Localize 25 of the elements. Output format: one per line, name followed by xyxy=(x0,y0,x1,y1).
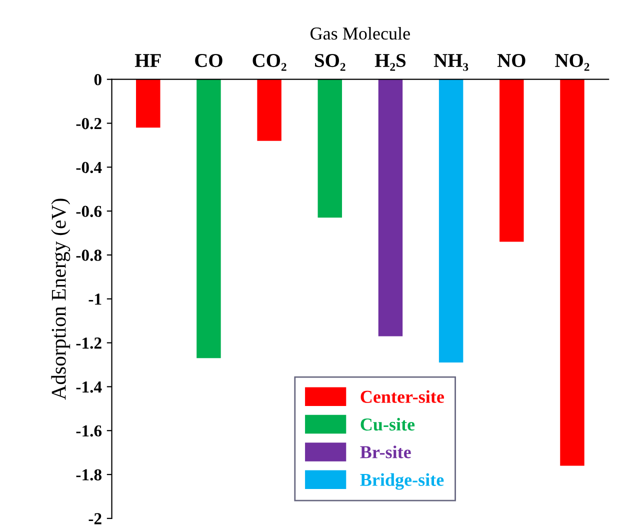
y-tick-label: -0.6 xyxy=(76,206,102,218)
x-tick-label: NO₂ xyxy=(555,54,590,71)
y-tick-label: -1.2 xyxy=(76,338,102,349)
x-tick-label: NO xyxy=(497,54,526,68)
y-tick-label: -0.8 xyxy=(76,250,102,261)
y-tick-label: -1.6 xyxy=(76,425,102,437)
legend-label: Bridge-site xyxy=(360,473,444,490)
legend-label: Cu-site xyxy=(360,418,415,431)
legend-label: Br-site xyxy=(360,446,411,458)
x-tick-label: CO xyxy=(195,54,222,68)
x-tick-label: CO₂ xyxy=(252,54,286,71)
x-tick-label: NH₃ xyxy=(434,54,468,71)
legend-label: Center-site xyxy=(360,390,444,403)
y-tick-label: -0.4 xyxy=(76,162,102,174)
y-tick-label: -2 xyxy=(88,513,102,524)
x-tick-label: H₂S xyxy=(374,54,406,71)
y-tick-label: -1 xyxy=(88,294,102,305)
y-axis-title: Adsorption Energy (eV) xyxy=(51,198,70,400)
x-tick-label: HF xyxy=(134,54,161,67)
y-tick-label: 0 xyxy=(94,74,102,86)
x-tick-label: SO₂ xyxy=(315,54,346,71)
y-tick-label: -1.8 xyxy=(76,469,102,481)
y-tick-label: -1.4 xyxy=(76,381,102,393)
y-tick-label: -0.2 xyxy=(76,118,102,130)
x-axis-title: Gas Molecule xyxy=(310,26,410,40)
